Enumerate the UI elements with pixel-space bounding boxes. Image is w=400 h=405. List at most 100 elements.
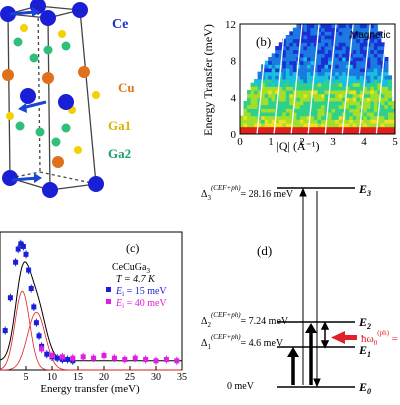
heatmap-cell [356, 115, 361, 120]
heatmap-cell [359, 123, 364, 128]
heatmap-cell [303, 38, 308, 43]
heatmap-cell [303, 123, 308, 128]
heatmap-cell [247, 112, 252, 117]
heatmap-cell [292, 68, 297, 73]
heatmap-cell [387, 79, 392, 84]
heatmap-cell [335, 75, 340, 80]
heatmap-cell [384, 71, 389, 76]
heatmap-cell [345, 86, 350, 91]
heatmap-cell [240, 126, 245, 131]
heatmap-cell [363, 130, 368, 135]
heatmap-cell [370, 49, 375, 54]
heatmap-cell [282, 42, 287, 47]
heatmap-cell [338, 71, 343, 76]
heatmap-cell [317, 24, 322, 29]
heatmap-cell [292, 53, 297, 58]
heatmap-cell [310, 115, 315, 120]
heatmap-cell [380, 42, 385, 47]
data-point [101, 353, 107, 359]
heatmap-cell [349, 112, 354, 117]
heatmap-cell [317, 75, 322, 80]
panel-d-label: (d) [257, 243, 272, 258]
heatmap-cell [335, 90, 340, 95]
data-point [26, 267, 32, 273]
heatmap-cell [310, 71, 315, 76]
heatmap-cell [317, 90, 322, 95]
data-point [49, 353, 55, 359]
transition-e0-e1 [287, 347, 299, 385]
heatmap-cell [321, 75, 326, 80]
heatmap-cell [387, 90, 392, 95]
heatmap-cell [306, 75, 311, 80]
heatmap-cell [363, 104, 368, 109]
heatmap-cell [254, 126, 259, 131]
heatmap-cell [345, 123, 350, 128]
heatmap-cell [384, 64, 389, 69]
heatmap-cell [349, 64, 354, 69]
heatmap-cell [275, 71, 280, 76]
heatmap-cell [250, 130, 255, 135]
heatmap-cell [306, 104, 311, 109]
heatmap-cell [257, 82, 262, 87]
heatmap-cell [306, 71, 311, 76]
svg-text:Ei = 15 meV: Ei = 15 meV [115, 286, 167, 298]
heatmap-cell [373, 79, 378, 84]
heatmap-cell [278, 130, 283, 135]
heatmap-cell [324, 60, 329, 65]
heatmap-cell [387, 75, 392, 80]
heatmap-cell [356, 57, 361, 62]
colormap-xtick-label: 0 [237, 136, 243, 148]
heatmap-cell [338, 38, 343, 43]
heatmap-cell [289, 68, 294, 73]
heatmap-cell [299, 68, 304, 73]
heatmap-cell [324, 90, 329, 95]
heatmap-cell [345, 64, 350, 69]
heatmap-cell [317, 27, 322, 32]
heatmap-cell [349, 108, 354, 113]
heatmap-cell [335, 108, 340, 113]
heatmap-cell [366, 90, 371, 95]
heatmap-cell [366, 86, 371, 91]
heatmap-cell [335, 93, 340, 98]
heatmap-cell [271, 68, 276, 73]
heatmap-cell [370, 27, 375, 32]
heatmap-cell [285, 108, 290, 113]
heatmap-cell [285, 93, 290, 98]
heatmap-cell [296, 71, 301, 76]
heatmap-cell [261, 86, 266, 91]
heatmap-cell [310, 46, 315, 51]
heatmap-cell [313, 126, 318, 131]
heatmap-cell [384, 108, 389, 113]
heatmap-cell [313, 112, 318, 117]
heatmap-cell [271, 82, 276, 87]
spectrum-xtick-label: 20 [99, 372, 109, 383]
heatmap-cell [363, 49, 368, 54]
heatmap-cell [335, 60, 340, 65]
heatmap-cell [299, 123, 304, 128]
data-point [31, 304, 37, 310]
panel-b-label: (b) [256, 34, 271, 49]
heatmap-cell [373, 46, 378, 51]
heatmap-cell [271, 115, 276, 120]
heatmap-cell [289, 42, 294, 47]
heatmap-cell [296, 42, 301, 47]
heatmap-cell [292, 35, 297, 40]
heatmap-cell [352, 60, 357, 65]
heatmap-cell [356, 130, 361, 135]
data-point [80, 354, 86, 360]
heatmap-cell [310, 60, 315, 65]
heatmap-cell [296, 79, 301, 84]
heatmap-cell [384, 115, 389, 120]
heatmap-cell [275, 126, 280, 131]
heatmap-cell [261, 130, 266, 135]
heatmap-cell [261, 97, 266, 102]
heatmap-cell [299, 79, 304, 84]
spectrum-xtick-label: 35 [177, 372, 187, 383]
heatmap-cell [317, 57, 322, 62]
heatmap-cell [271, 112, 276, 117]
heatmap-cell [356, 46, 361, 51]
heatmap-cell [313, 79, 318, 84]
heatmap-cell [363, 126, 368, 131]
spectrum-xtick-label: 5 [24, 372, 29, 383]
heatmap-cell [373, 130, 378, 135]
